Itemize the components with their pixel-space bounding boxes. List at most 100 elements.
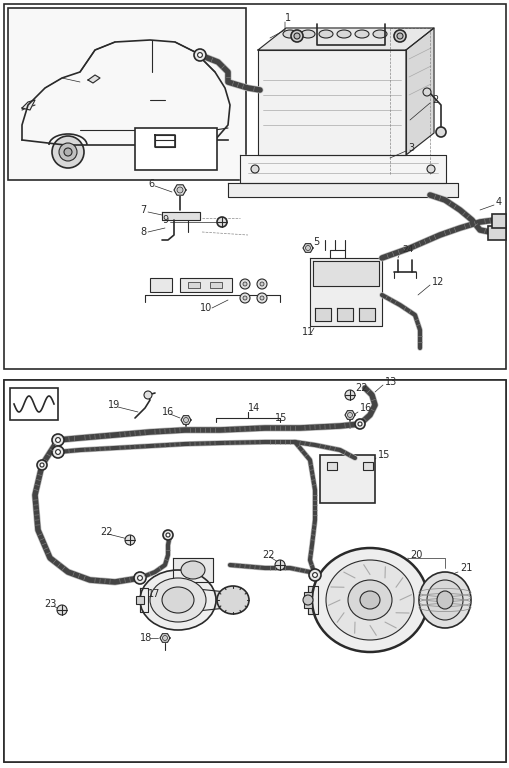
Ellipse shape (318, 30, 332, 38)
Polygon shape (258, 28, 433, 50)
Text: 18: 18 (140, 633, 152, 643)
Polygon shape (344, 411, 354, 419)
Ellipse shape (59, 143, 77, 161)
Text: 8: 8 (140, 227, 146, 237)
Circle shape (305, 246, 310, 250)
Ellipse shape (162, 587, 193, 613)
Ellipse shape (168, 143, 187, 161)
Bar (150, 278, 172, 292)
Text: 1: 1 (285, 13, 291, 23)
Circle shape (37, 460, 47, 470)
Ellipse shape (426, 580, 462, 620)
Polygon shape (88, 75, 100, 83)
Text: 4: 4 (495, 197, 501, 207)
Ellipse shape (52, 136, 84, 168)
Bar (180, 278, 232, 292)
Circle shape (55, 438, 60, 442)
Circle shape (422, 88, 430, 96)
Ellipse shape (150, 578, 206, 622)
Ellipse shape (300, 30, 315, 38)
Circle shape (163, 530, 173, 540)
Circle shape (354, 419, 364, 429)
Ellipse shape (174, 148, 182, 156)
Text: 11: 11 (301, 327, 314, 337)
Bar (4, 380, 505, 762)
Bar (319, 455, 374, 503)
Circle shape (393, 30, 405, 42)
Text: 12: 12 (431, 277, 443, 287)
Bar (326, 462, 336, 470)
Polygon shape (258, 50, 405, 155)
Text: 17: 17 (148, 589, 160, 599)
Ellipse shape (312, 548, 427, 652)
Circle shape (291, 30, 302, 42)
Circle shape (257, 279, 267, 289)
Ellipse shape (325, 560, 413, 640)
Circle shape (240, 293, 249, 303)
Text: 20: 20 (409, 550, 421, 560)
Bar (4, 4, 505, 369)
Circle shape (52, 446, 64, 458)
Text: 9: 9 (162, 215, 168, 225)
Text: 10: 10 (200, 303, 212, 313)
Circle shape (344, 390, 354, 400)
Circle shape (274, 560, 285, 570)
Text: 21: 21 (459, 563, 471, 573)
Circle shape (162, 635, 167, 641)
Text: 23: 23 (44, 599, 56, 609)
Circle shape (260, 282, 264, 286)
Text: 16: 16 (162, 407, 174, 417)
Text: 15: 15 (377, 450, 389, 460)
Polygon shape (173, 558, 213, 582)
Circle shape (240, 279, 249, 289)
Circle shape (293, 33, 299, 39)
Circle shape (260, 296, 264, 300)
Text: 13: 13 (384, 377, 397, 387)
Circle shape (125, 535, 135, 545)
Text: 3: 3 (407, 143, 413, 153)
Circle shape (193, 49, 206, 61)
Ellipse shape (359, 591, 379, 609)
Text: 2: 2 (431, 95, 437, 105)
Text: 22: 22 (262, 550, 274, 560)
Polygon shape (160, 634, 169, 642)
Circle shape (426, 165, 434, 173)
Bar (136, 596, 144, 604)
Bar (303, 592, 312, 608)
Circle shape (312, 573, 317, 578)
Bar (210, 282, 221, 288)
Bar (188, 282, 200, 288)
Ellipse shape (436, 591, 452, 609)
Polygon shape (162, 212, 200, 220)
Polygon shape (145, 138, 175, 148)
Circle shape (216, 217, 227, 227)
Text: 5: 5 (313, 237, 319, 247)
Text: 14: 14 (247, 403, 260, 413)
Circle shape (137, 575, 142, 581)
Circle shape (435, 127, 445, 137)
Polygon shape (315, 308, 330, 321)
Ellipse shape (216, 586, 248, 614)
Polygon shape (228, 183, 457, 197)
Circle shape (250, 165, 259, 173)
Text: 22: 22 (354, 383, 367, 393)
Bar (155, 135, 175, 147)
Circle shape (40, 463, 44, 467)
Bar (362, 462, 372, 470)
Circle shape (134, 572, 146, 584)
Polygon shape (307, 586, 318, 614)
Circle shape (302, 595, 313, 605)
Ellipse shape (282, 30, 296, 38)
Circle shape (55, 449, 60, 455)
Polygon shape (22, 100, 35, 110)
Circle shape (308, 569, 320, 581)
Polygon shape (405, 28, 433, 155)
Ellipse shape (347, 580, 391, 620)
Circle shape (257, 293, 267, 303)
Circle shape (242, 296, 246, 300)
Circle shape (357, 422, 361, 426)
Polygon shape (309, 258, 381, 326)
Circle shape (197, 52, 202, 58)
Bar (10, 388, 58, 420)
Circle shape (57, 605, 67, 615)
